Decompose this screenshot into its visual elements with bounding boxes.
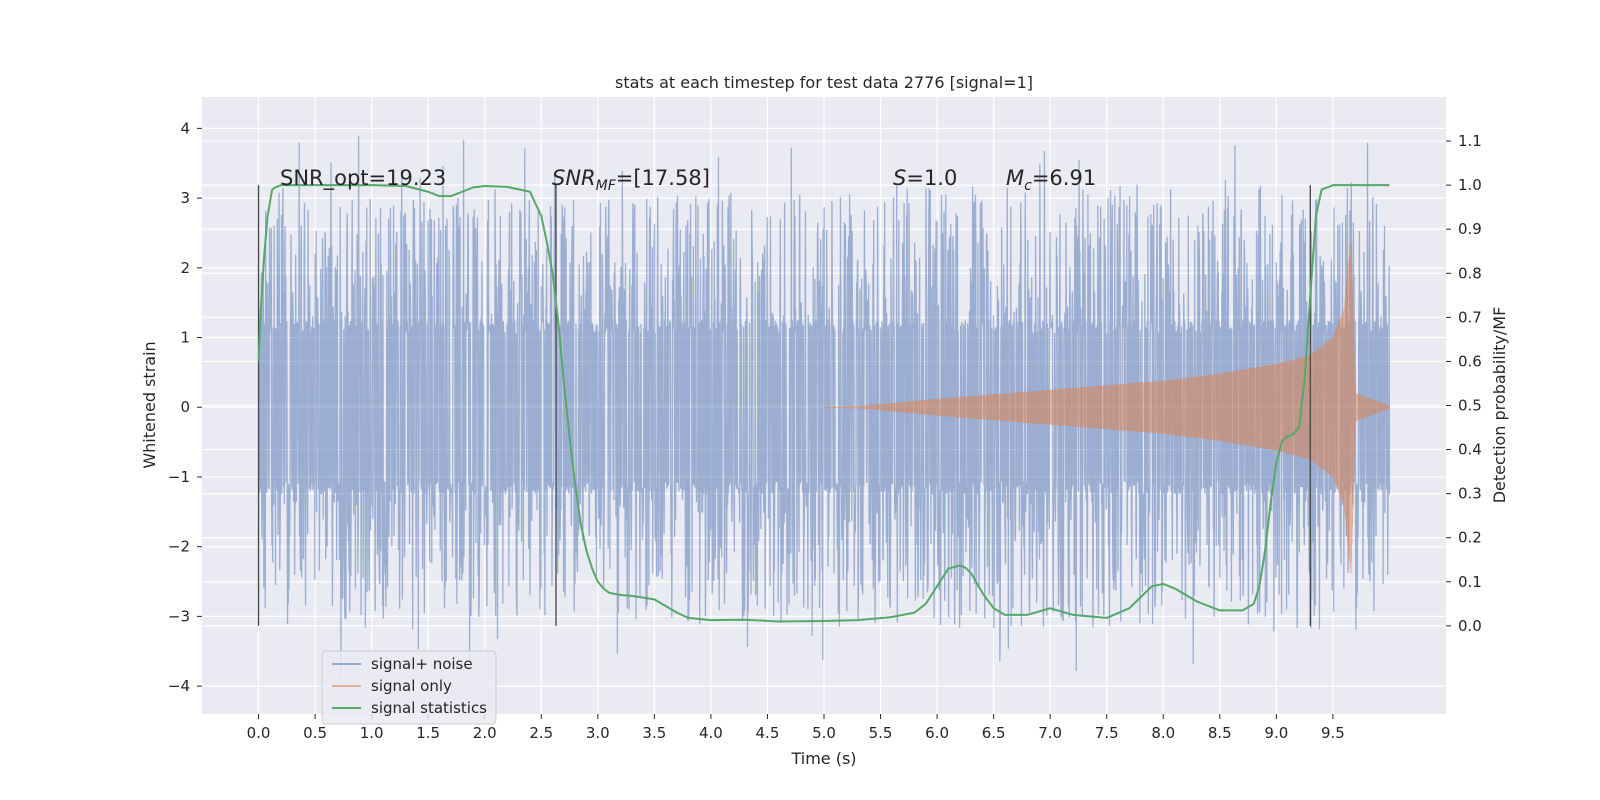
- y-left-tick-label: −3: [168, 607, 190, 625]
- annotation-s-value: =1.0: [906, 166, 957, 190]
- y-right-tick-label: 0.7: [1458, 308, 1482, 326]
- right-y-axis-label: Detection probability/MF: [1490, 307, 1509, 504]
- annotation-snr-opt: SNR_opt=19.23: [280, 166, 446, 191]
- signal-statistics-line: [257, 184, 1390, 623]
- x-tick-label: 0.5: [303, 724, 327, 742]
- annotation-s: S=1.0: [893, 166, 957, 190]
- annotation-mc-subscript: c: [1024, 178, 1032, 194]
- y-right-tick-label: 1.1: [1458, 132, 1482, 150]
- x-axis-label: Time (s): [790, 749, 856, 768]
- left-y-axis-label: Whitened strain: [140, 341, 159, 468]
- vertical-markers: [257, 185, 1311, 626]
- y-right-tick-label: 1.0: [1458, 176, 1482, 194]
- x-tick-label: 1.0: [360, 724, 384, 742]
- y-right-tick-label: 0.6: [1458, 352, 1482, 370]
- right-y-axis-ticks: 0.0 0.1 0.2 0.3 0.4 0.5 0.6 0.7 0.8 0.9 1.0 1.1: [1446, 132, 1482, 635]
- x-tick-label: 2.0: [473, 724, 497, 742]
- y-right-tick-label: 0.2: [1458, 529, 1482, 547]
- x-tick-label: 6.0: [925, 724, 949, 742]
- legend-label-signal-statistics: signal statistics: [371, 699, 487, 717]
- y-right-tick-label: 0.4: [1458, 441, 1482, 459]
- legend: signal+ noise signal only signal statist…: [321, 650, 497, 725]
- y-right-tick-label: 0.5: [1458, 397, 1482, 415]
- y-right-tick-label: 0.8: [1458, 264, 1482, 282]
- x-tick-label: 7.0: [1038, 724, 1062, 742]
- x-tick-label: 9.0: [1264, 724, 1288, 742]
- x-tick-label: 3.5: [642, 724, 666, 742]
- y-left-tick-label: 4: [180, 119, 190, 137]
- y-left-tick-label: 2: [180, 259, 190, 277]
- plot-layer: [257, 136, 1391, 678]
- annotation-snr-mf-subscript: MF: [596, 178, 617, 194]
- signal-only-series: [824, 243, 1391, 574]
- signal-noise-line: [257, 136, 1391, 678]
- x-tick-label: 1.5: [416, 724, 440, 742]
- y-left-tick-label: 1: [180, 329, 190, 347]
- x-tick-label: 3.0: [586, 724, 610, 742]
- x-tick-label: 0.0: [247, 724, 271, 742]
- x-tick-label: 8.5: [1208, 724, 1232, 742]
- annotation-snr-mf-symbol: SNR: [552, 166, 596, 190]
- y-left-tick-label: −2: [168, 538, 190, 556]
- annotation-mc-value: =6.91: [1032, 166, 1096, 190]
- signal-statistics-series: [257, 184, 1390, 623]
- x-tick-label: 4.5: [756, 724, 780, 742]
- legend-label-signal-noise: signal+ noise: [371, 655, 473, 673]
- x-tick-label: 5.0: [812, 724, 836, 742]
- annotation-snr-mf-value: =[17.58]: [616, 166, 710, 190]
- y-right-tick-label: 0.0: [1458, 617, 1482, 635]
- x-tick-label: 2.5: [529, 724, 553, 742]
- chart-title: stats at each timestep for test data 277…: [615, 73, 1033, 92]
- y-left-tick-label: −4: [168, 677, 190, 695]
- x-tick-label: 4.0: [699, 724, 723, 742]
- y-right-tick-label: 0.9: [1458, 220, 1482, 238]
- y-left-tick-label: −1: [168, 468, 190, 486]
- annotation-s-symbol: S: [893, 166, 906, 190]
- x-tick-label: 9.5: [1321, 724, 1345, 742]
- legend-label-signal-only: signal only: [371, 677, 452, 695]
- annotation-mc-symbol: M: [1006, 166, 1024, 190]
- y-left-tick-label: 0: [180, 398, 190, 416]
- x-tick-label: 7.5: [1095, 724, 1119, 742]
- x-tick-label: 5.5: [869, 724, 893, 742]
- legend-box: [321, 650, 497, 725]
- x-tick-label: 8.0: [1151, 724, 1175, 742]
- y-right-tick-label: 0.3: [1458, 485, 1482, 503]
- y-right-tick-label: 0.1: [1458, 573, 1482, 591]
- annotation-mc: Mc=6.91: [1006, 166, 1096, 194]
- x-tick-label: 6.5: [982, 724, 1006, 742]
- signal-noise-series: [257, 136, 1391, 678]
- annotation-snr-mf: SNRMF=[17.58]: [552, 166, 710, 194]
- y-left-tick-label: 3: [180, 189, 190, 207]
- annotations: SNR_opt=19.23 SNRMF=[17.58] S=1.0 Mc=6.9…: [280, 166, 1096, 194]
- left-y-axis-ticks: −4 −3 −2 −1 0 1 2 3 4: [168, 119, 202, 695]
- x-axis-ticks: 0.0 0.5 1.0 1.5 2.0 2.5 3.0 3.5 4.0 4.5 5.0 5.5 6.0 6…: [247, 714, 1345, 742]
- signal-only-line: [824, 243, 1391, 574]
